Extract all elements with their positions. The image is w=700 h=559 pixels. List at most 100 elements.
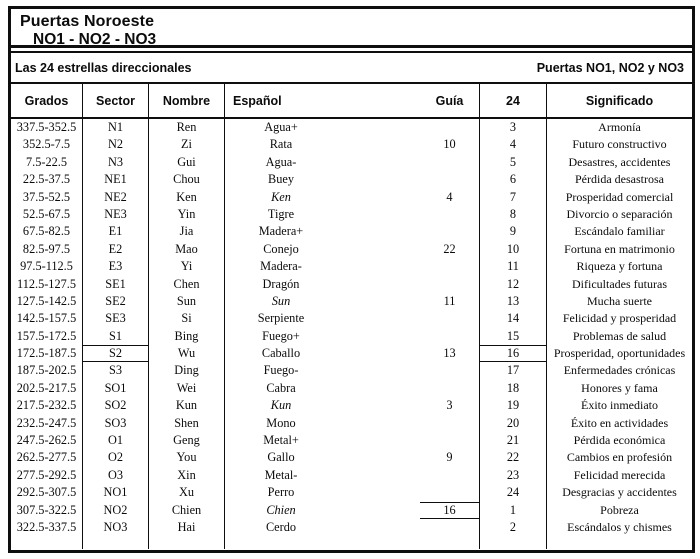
cell-guia	[420, 432, 479, 449]
table-row: 232.5-247.5 SO3 Shen Mono 20 Éxito en ac…	[11, 414, 692, 433]
cell-espanol-guia: Gallo 9	[225, 449, 480, 467]
cell-significado: Pobreza	[600, 502, 639, 517]
cell-nombre: Yin	[149, 205, 225, 224]
cell-espanol: Chien	[266, 502, 296, 517]
cell-24: 16	[480, 345, 547, 363]
cell-nombre: Kun	[149, 397, 225, 415]
cell-sector	[83, 536, 149, 550]
cell-grados: 142.5-157.5	[11, 310, 83, 328]
cell-24: 3	[480, 119, 547, 137]
cell-sector: E1	[83, 223, 149, 241]
cell-significado: Pérdida desastrosa	[575, 172, 664, 187]
cell-espanol-guia: Fuego-	[225, 362, 480, 380]
cell-significado: Fortuna en matrimonio	[564, 241, 675, 256]
cell-grados: 337.5-352.5	[11, 119, 83, 137]
cell-espanol-guia: Rata 10	[225, 136, 480, 154]
table-header: Grados Sector Nombre Español Guía 24 Sig…	[11, 84, 692, 119]
cell-significado: Escándalos y chismes	[567, 519, 672, 534]
cell-guia: 22	[443, 241, 456, 256]
cell-espanol-guia: Sun 11	[225, 292, 480, 311]
cell-grados: 97.5-112.5	[11, 258, 83, 276]
cell-guia	[420, 171, 479, 188]
cell-guia: 3	[446, 398, 453, 413]
header-24: 24	[480, 84, 547, 117]
cell-espanol-guia: Cerdo	[225, 518, 480, 537]
cell-nombre	[149, 536, 225, 550]
cell-guia	[420, 258, 479, 275]
cell-grados: 22.5-37.5	[11, 171, 83, 189]
cell-nombre: Gui	[149, 153, 225, 172]
cell-espanol: Fuego+	[262, 328, 300, 343]
cell-significado	[547, 536, 692, 549]
cell-espanol-guia: Conejo 22	[225, 240, 480, 259]
cell-nombre: Chou	[149, 171, 225, 189]
cell-24: 7	[480, 188, 547, 206]
cell-grados: 157.5-172.5	[11, 327, 83, 346]
cell-guia	[420, 467, 479, 484]
cell-sector: SO2	[83, 397, 149, 415]
cell-guia	[420, 154, 479, 171]
table-row: 202.5-217.5 SO1 Wei Cabra 18 Honores y f…	[11, 379, 692, 398]
cell-nombre: Geng	[149, 432, 225, 450]
page-frame: Puertas Noroeste NO1 - NO2 - NO3 Las 24 …	[8, 6, 695, 553]
cell-guia: 4	[446, 189, 453, 204]
cell-espanol: Serpiente	[257, 311, 305, 326]
cell-sector: N2	[83, 136, 149, 154]
cell-sector: O1	[83, 432, 149, 450]
cell-espanol: Metal+	[263, 433, 299, 448]
cell-24: 24	[480, 484, 547, 502]
table-row: 82.5-97.5 E2 Mao Conejo 22 10 Fortuna en…	[11, 240, 692, 259]
header-significado: Significado	[585, 93, 654, 108]
cell-24: 13	[480, 292, 547, 311]
cell-24: 22	[480, 449, 547, 467]
band-left-label: Las 24 estrellas direccionales	[15, 60, 192, 75]
table-row: 247.5-262.5 O1 Geng Metal+ 21 Pérdida ec…	[11, 432, 692, 450]
cell-24	[480, 536, 547, 550]
cell-significado: Armonía	[598, 120, 641, 134]
cell-grados	[11, 536, 83, 550]
cell-24: 9	[480, 223, 547, 241]
cell-significado: Enfermedades crónicas	[563, 363, 676, 378]
cell-espanol-guia: Caballo 13	[225, 345, 480, 363]
cell-grados: 112.5-127.5	[11, 275, 83, 293]
cell-grados: 262.5-277.5	[11, 449, 83, 467]
cell-guia: 9	[446, 450, 453, 465]
cell-significado: Escándalo familiar	[574, 224, 665, 239]
cell-guia	[420, 206, 479, 223]
cell-grados: 247.5-262.5	[11, 432, 83, 450]
cell-nombre: Ren	[149, 119, 225, 137]
cell-espanol: Buey	[268, 172, 294, 187]
cell-24: 6	[480, 171, 547, 189]
cell-significado: Desgracias y accidentes	[562, 485, 677, 500]
table-body: 337.5-352.5 N1 Ren Agua+ 3 Armonía 352.5…	[11, 119, 692, 550]
header-guia: Guía	[435, 93, 464, 108]
table-row: 277.5-292.5 O3 Xin Metal- 23 Felicidad m…	[11, 466, 692, 485]
cell-nombre: Yi	[149, 258, 225, 276]
cell-grados: 172.5-187.5	[11, 345, 83, 363]
table-row: 67.5-82.5 E1 Jia Madera+ 9 Escándalo fam…	[11, 223, 692, 241]
section-band: Las 24 estrellas direccionales Puertas N…	[11, 51, 692, 84]
cell-espanol: Madera-	[260, 259, 302, 274]
cell-24: 20	[480, 414, 547, 433]
cell-24: 12	[480, 275, 547, 293]
cell-significado: Éxito inmediato	[581, 398, 658, 413]
cell-espanol-guia: Perro	[225, 484, 480, 502]
table-row: 157.5-172.5 S1 Bing Fuego+ 15 Problemas …	[11, 327, 692, 346]
cell-grados: 187.5-202.5	[11, 362, 83, 380]
cell-guia: 13	[443, 346, 456, 361]
cell-espanol-guia: Madera-	[225, 258, 480, 276]
cell-significado: Mucha suerte	[587, 293, 652, 308]
cell-nombre: You	[149, 449, 225, 467]
cell-sector: O3	[83, 466, 149, 485]
cell-significado: Honores y fama	[581, 380, 658, 395]
cell-guia	[420, 223, 479, 240]
cell-espanol-guia: Agua-	[225, 153, 480, 172]
table-row: 37.5-52.5 NE2 Ken Ken 4 7 Prosperidad co…	[11, 188, 692, 206]
cell-grados: 292.5-307.5	[11, 484, 83, 502]
cell-guia	[420, 276, 479, 293]
cell-espanol: Madera+	[258, 224, 304, 239]
cell-24: 18	[480, 379, 547, 398]
cell-espanol: Sun	[271, 293, 291, 308]
cell-sector: O2	[83, 449, 149, 467]
cell-guia	[420, 119, 479, 136]
